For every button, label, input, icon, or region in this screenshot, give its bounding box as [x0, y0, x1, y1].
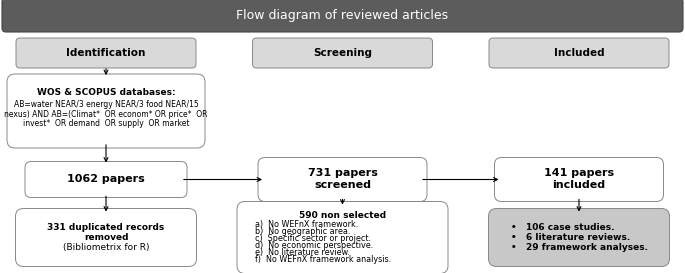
FancyBboxPatch shape — [237, 201, 448, 273]
Text: removed: removed — [84, 233, 128, 242]
Text: c)  Specific sector or project.: c) Specific sector or project. — [255, 234, 371, 243]
Text: 590 non selected: 590 non selected — [299, 210, 386, 219]
Text: 1062 papers: 1062 papers — [67, 174, 145, 185]
Text: d)  No economic perspective.: d) No economic perspective. — [255, 241, 373, 250]
Text: 141 papers: 141 papers — [544, 168, 614, 178]
Text: screened: screened — [314, 180, 371, 190]
Text: Screening: Screening — [313, 48, 372, 58]
Text: 331 duplicated records: 331 duplicated records — [47, 223, 164, 232]
Text: Flow diagram of reviewed articles: Flow diagram of reviewed articles — [236, 8, 449, 22]
Text: invest*  OR demand  OR supply  OR market: invest* OR demand OR supply OR market — [23, 120, 189, 129]
Text: WOS & SCOPUS databases:: WOS & SCOPUS databases: — [37, 88, 175, 97]
FancyBboxPatch shape — [16, 209, 197, 266]
FancyBboxPatch shape — [258, 158, 427, 201]
Text: •   29 framework analyses.: • 29 framework analyses. — [511, 244, 648, 253]
FancyBboxPatch shape — [489, 38, 669, 68]
FancyBboxPatch shape — [25, 162, 187, 197]
Text: Included: Included — [553, 48, 604, 58]
Text: e)  No literature review.: e) No literature review. — [255, 248, 349, 257]
Text: nexus) AND AB=(Climat*  OR econom* OR price*  OR: nexus) AND AB=(Climat* OR econom* OR pri… — [4, 110, 208, 119]
Text: •   106 case studies.: • 106 case studies. — [511, 222, 614, 232]
Text: 731 papers: 731 papers — [308, 168, 377, 178]
Text: b)  No geographic area.: b) No geographic area. — [255, 227, 350, 236]
FancyBboxPatch shape — [2, 0, 683, 32]
Text: a)  No WEFnX framework.: a) No WEFnX framework. — [255, 219, 358, 229]
FancyBboxPatch shape — [253, 38, 432, 68]
Text: (Bibliometrix for R): (Bibliometrix for R) — [63, 243, 149, 252]
Text: f)  No WEFnX framework analysis.: f) No WEFnX framework analysis. — [255, 256, 390, 265]
FancyBboxPatch shape — [488, 209, 669, 266]
Text: AB=water NEAR/3 energy NEAR/3 food NEAR/15: AB=water NEAR/3 energy NEAR/3 food NEAR/… — [14, 100, 199, 109]
FancyBboxPatch shape — [7, 74, 205, 148]
Text: Identification: Identification — [66, 48, 146, 58]
FancyBboxPatch shape — [495, 158, 664, 201]
FancyBboxPatch shape — [16, 38, 196, 68]
Text: •   6 literature reviews.: • 6 literature reviews. — [511, 233, 630, 242]
Text: included: included — [552, 180, 606, 190]
